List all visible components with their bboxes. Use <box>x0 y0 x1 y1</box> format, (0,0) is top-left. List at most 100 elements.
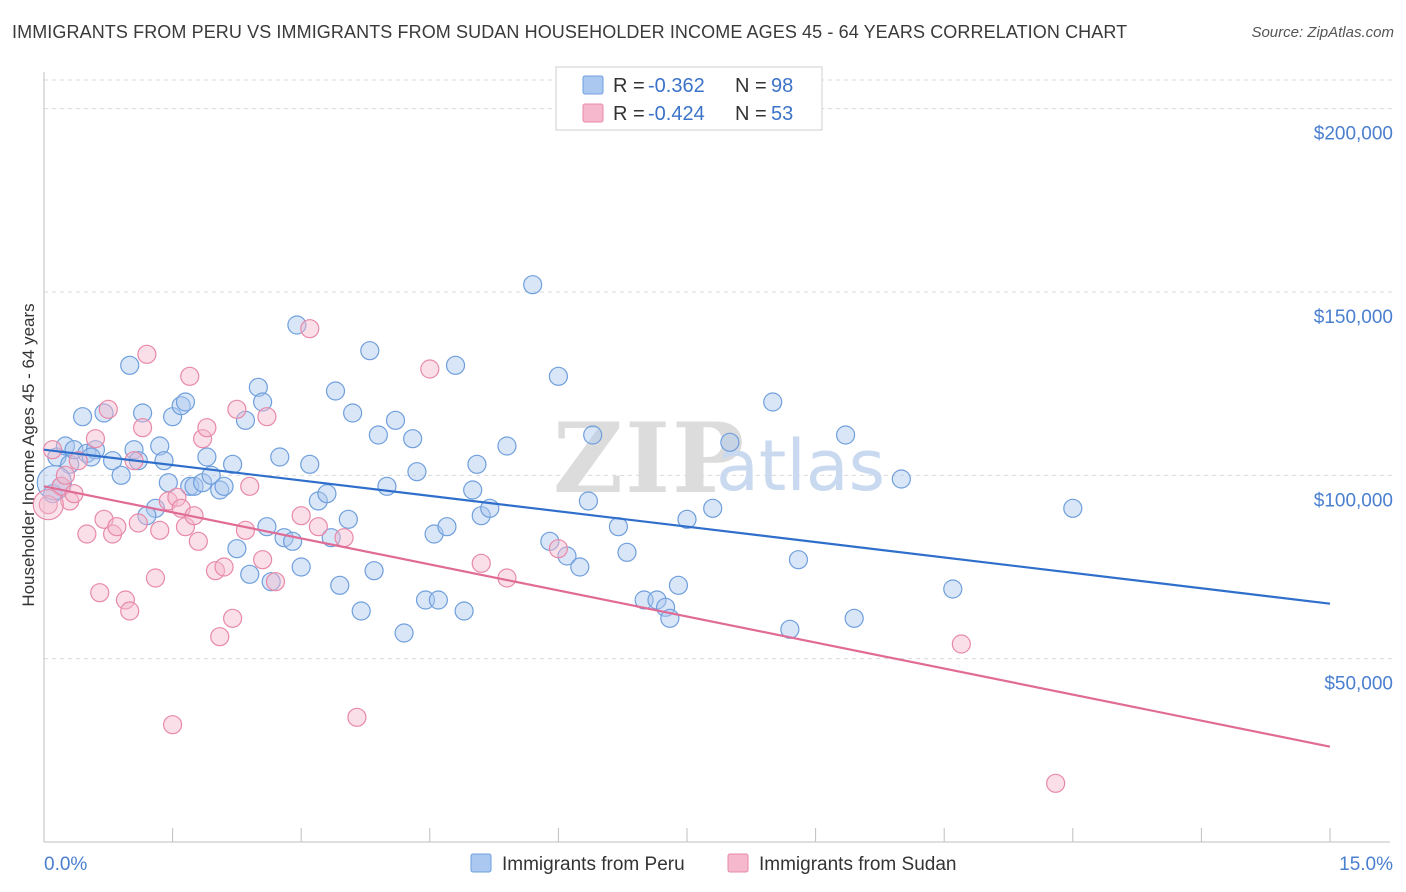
scatter-point <box>154 451 174 471</box>
scatter-point <box>167 487 187 507</box>
scatter-point <box>68 451 88 471</box>
scatter-point <box>253 392 273 412</box>
scatter-point <box>265 572 286 592</box>
bottom-legend-swatch-peru <box>470 853 492 873</box>
scatter-point <box>214 557 234 577</box>
series-sudan-points <box>32 319 1066 793</box>
scatter-point <box>368 425 388 445</box>
watermark-zip: ZIP <box>553 402 746 515</box>
scatter-point <box>343 403 363 423</box>
scatter-point <box>351 601 371 621</box>
scatter-point <box>38 495 58 515</box>
scatter-point <box>394 623 414 643</box>
scatter-point <box>420 359 440 379</box>
scatter-point <box>308 517 328 537</box>
scatter-point <box>197 447 217 467</box>
scatter-point <box>120 601 140 621</box>
scatter-point <box>257 407 277 427</box>
scatter-point <box>137 344 157 364</box>
scatter-point <box>578 491 599 511</box>
scatter-point <box>300 454 320 474</box>
legend-r-label-sudan: R = <box>613 103 645 125</box>
scatter-point <box>334 528 354 548</box>
scatter-point <box>338 509 358 529</box>
scatter-point <box>364 561 384 581</box>
scatter-point <box>248 377 268 397</box>
legend-n-label-sudan: N = <box>735 103 767 125</box>
scatter-point <box>90 583 110 603</box>
scatter-point <box>111 465 131 485</box>
scatter-point <box>270 447 290 467</box>
scatter-point <box>261 572 281 592</box>
scatter-point <box>145 568 166 588</box>
scatter-point <box>150 436 170 456</box>
chart-title: IMMIGRANTS FROM PERU VS IMMIGRANTS FROM … <box>12 22 1128 42</box>
scatter-point <box>180 366 200 386</box>
series-legend: Immigrants from Peru Immigrants from Sud… <box>470 853 956 875</box>
scatter-point <box>325 381 346 401</box>
scatter-point <box>240 476 260 496</box>
scatter-point <box>844 608 864 628</box>
scatter-point <box>98 399 118 419</box>
scatter-point <box>385 410 406 430</box>
y-tick-label: $200,000 <box>1314 124 1393 145</box>
scatter-point <box>210 627 230 647</box>
scatter-point <box>677 509 697 529</box>
scatter-point <box>77 524 97 544</box>
scatter-point <box>120 355 140 375</box>
scatter-point <box>291 557 311 577</box>
scatter-point <box>377 476 397 496</box>
scatter-point <box>347 707 367 727</box>
scatter-point <box>180 476 200 496</box>
scatter-point <box>668 575 689 595</box>
scatter-point <box>570 557 590 577</box>
scatter-point <box>55 465 76 485</box>
scatter-point <box>223 608 243 628</box>
scatter-point <box>836 425 856 445</box>
scatter-point <box>403 429 423 449</box>
scatter-point <box>240 564 260 584</box>
scatter-point <box>523 275 543 295</box>
scatter-point <box>454 601 474 621</box>
legend-r-value-peru: -0.362 <box>648 75 705 97</box>
scatter-point <box>214 476 234 496</box>
scatter-point <box>548 539 569 559</box>
legend-swatch-sudan <box>582 103 604 123</box>
y-axis-label: Householder Income Ages 45 - 64 years <box>19 303 38 606</box>
bottom-legend-swatch-sudan <box>727 853 749 873</box>
scatter-point <box>317 484 337 504</box>
bottom-legend-label-sudan: Immigrants from Sudan <box>759 854 956 875</box>
scatter-point <box>1063 498 1083 518</box>
scatter-point <box>703 498 723 518</box>
scatter-point <box>150 520 170 540</box>
scatter-point <box>227 539 247 559</box>
legend-r-label-peru: R = <box>613 75 645 97</box>
scatter-point <box>407 462 427 482</box>
scatter-point <box>107 517 127 537</box>
scatter-point <box>128 513 148 533</box>
scatter-point <box>253 550 273 570</box>
scatter-point <box>235 520 256 540</box>
scatter-point <box>617 542 637 562</box>
scatter-point <box>132 403 153 423</box>
legend-n-value-peru: 98 <box>771 75 793 97</box>
scatter-point <box>163 715 183 735</box>
scatter-point <box>437 517 457 537</box>
scatter-point <box>943 579 963 599</box>
scatter-point <box>72 407 93 427</box>
scatter-point <box>951 634 971 654</box>
scatter-point <box>763 392 783 412</box>
scatter-point <box>188 531 208 551</box>
x-ticks <box>172 828 1331 842</box>
scatter-point <box>291 506 311 526</box>
scatter-point <box>548 366 569 386</box>
scatter-point <box>428 590 448 610</box>
scatter-point <box>445 355 466 375</box>
scatter-point <box>467 454 487 474</box>
scatter-point <box>132 418 153 438</box>
legend-n-value-sudan: 53 <box>771 103 793 125</box>
scatter-point <box>497 436 517 456</box>
source-credit: Source: ZipAtlas.com <box>1251 24 1394 41</box>
y-tick-label: $150,000 <box>1314 307 1393 328</box>
